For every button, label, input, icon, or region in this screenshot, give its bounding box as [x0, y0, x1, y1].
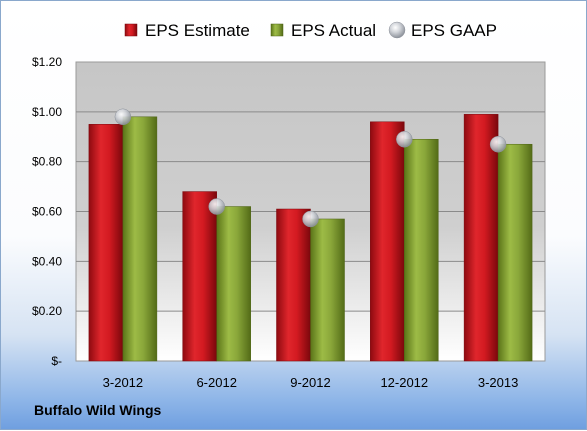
x-category-label: 9-2012	[290, 375, 330, 390]
eps-gaap-marker	[302, 210, 319, 228]
eps-gaap-marker	[489, 135, 507, 153]
y-tick-label: $0.80	[32, 155, 62, 169]
x-category-label: 12-2012	[380, 375, 428, 390]
y-tick-label: $1.00	[32, 105, 62, 119]
eps-actual-bar	[497, 143, 533, 362]
eps-gaap-marker	[114, 108, 132, 126]
y-tick-label: $0.40	[32, 254, 62, 268]
x-category-label: 3-2012	[103, 375, 143, 390]
eps-estimate-bar	[182, 191, 217, 362]
eps-estimate-bar	[88, 124, 124, 362]
x-category-label: 6-2012	[196, 375, 236, 390]
y-tick-label: $0.60	[32, 205, 62, 219]
y-tick-label: $1.20	[32, 55, 62, 69]
eps-gaap-marker	[396, 130, 413, 148]
eps-actual-bar	[404, 138, 439, 362]
y-tick-label: $0.20	[32, 304, 62, 318]
eps-estimate-bar	[463, 114, 499, 362]
y-tick-label: $-	[51, 354, 62, 368]
eps-actual-bar	[310, 218, 345, 362]
legend-label: EPS Estimate	[145, 21, 250, 40]
legend-label: EPS GAAP	[411, 21, 497, 40]
eps-estimate-bar	[370, 121, 405, 362]
eps-actual-bar	[216, 206, 251, 362]
eps-gaap-marker	[208, 198, 225, 215]
eps-actual-bar	[122, 116, 158, 362]
legend-swatch-estimate	[124, 23, 138, 37]
company-label: Buffalo Wild Wings	[34, 402, 162, 418]
legend-swatch-gaap	[388, 21, 406, 39]
eps-estimate-bar	[276, 208, 311, 362]
legend-label: EPS Actual	[291, 21, 376, 40]
legend-swatch-actual	[270, 23, 284, 37]
x-category-label: 3-2013	[478, 375, 518, 390]
